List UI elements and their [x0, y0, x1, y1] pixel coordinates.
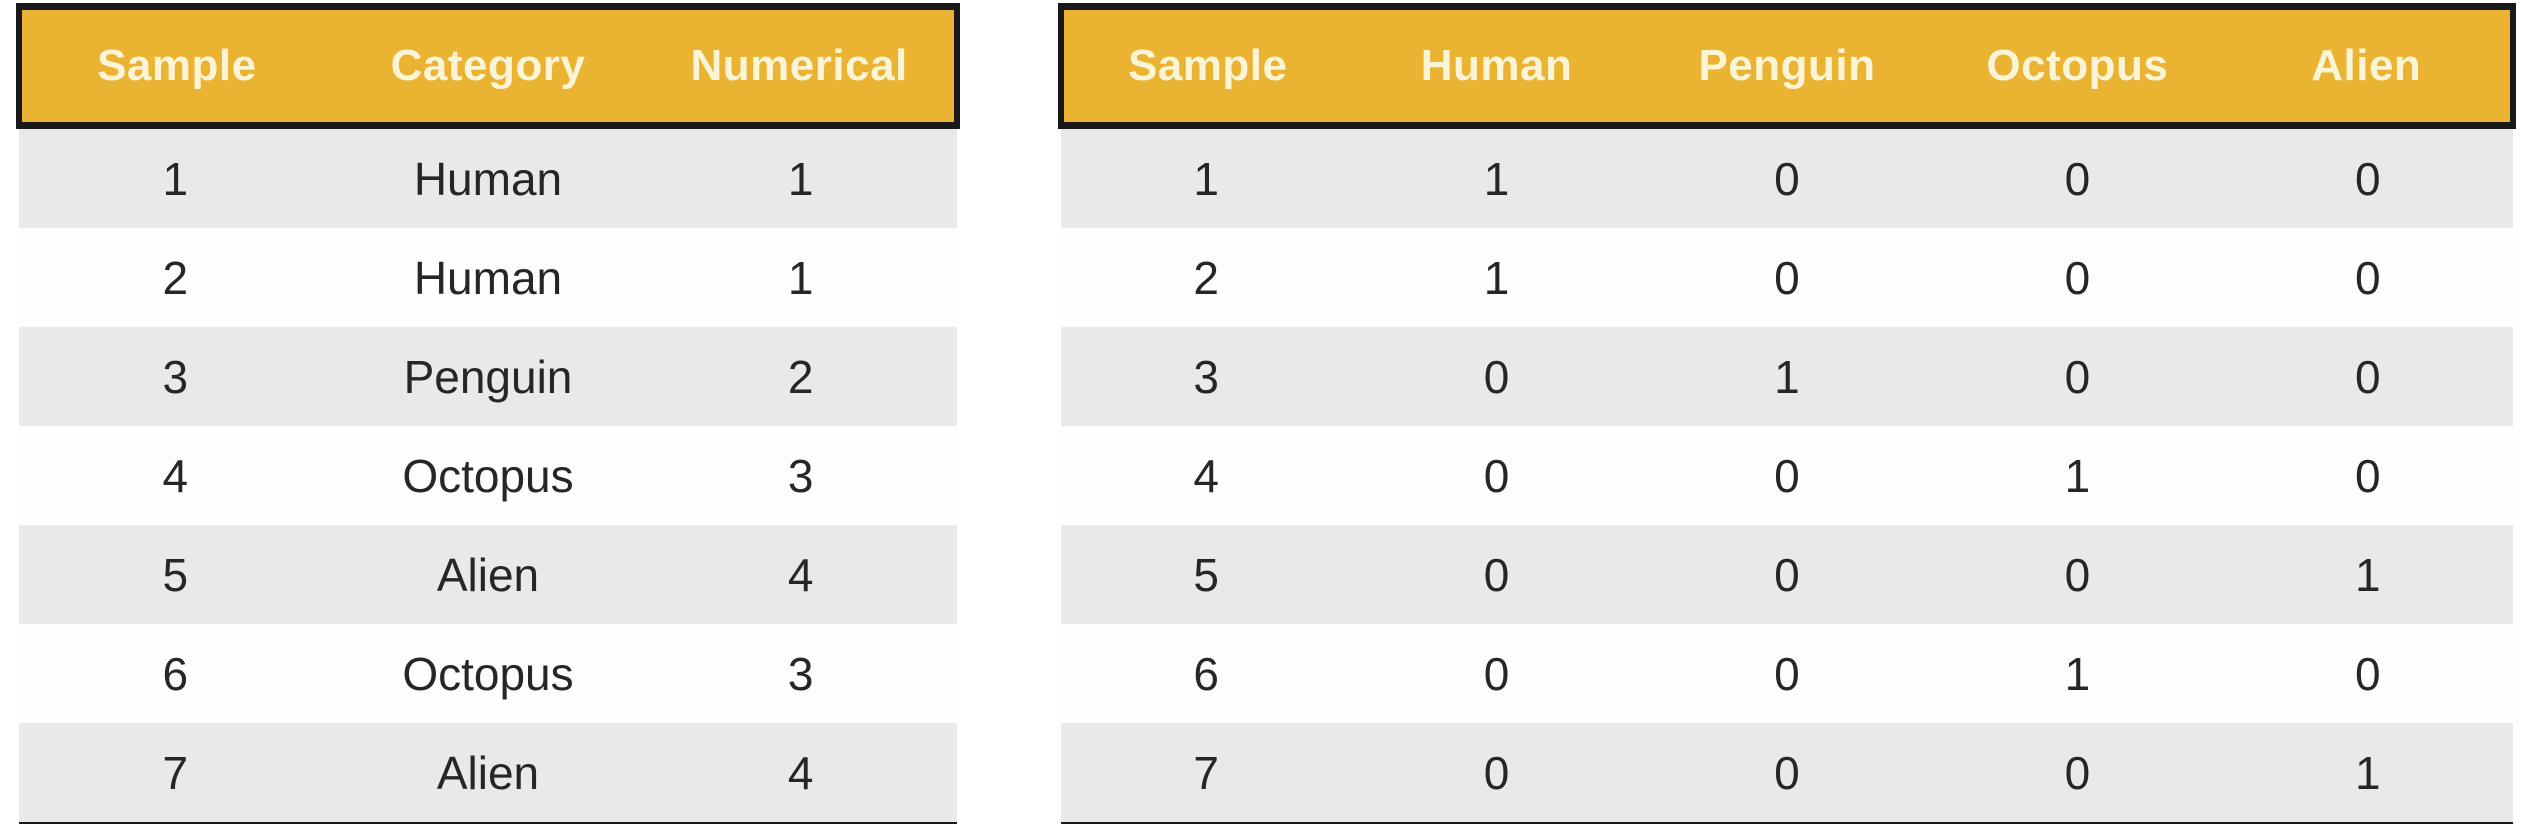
table-cell: 0 — [1774, 449, 1800, 502]
table-cell: 3 — [787, 449, 814, 502]
table-cell: 2 — [1193, 251, 1219, 304]
table-cell: 5 — [1193, 548, 1219, 601]
table-cell: 4 — [787, 548, 814, 601]
table-cell: 1 — [1193, 152, 1219, 205]
label-encoding-table-header: Sample Category Numerical — [16, 3, 960, 129]
table-cell: 0 — [2354, 449, 2381, 502]
table-cell: 0 — [1483, 350, 1510, 403]
table-row: 3 0 1 0 0 — [1061, 327, 2513, 426]
table-cell: Human — [413, 251, 563, 304]
table-cell: 1 — [162, 152, 189, 205]
column-header-penguin: Penguin — [1641, 3, 1933, 129]
label-encoding-table: Sample Category Numerical 1 Human 1 2 Human 1 3 P… — [16, 3, 960, 824]
column-header-sample: Sample — [1057, 3, 1352, 129]
column-header-category: Category — [331, 3, 645, 129]
one-hot-encoding-table: Sample Human Penguin Octopus Alien 1 1 0 0 0 2 1 0 0… — [1057, 3, 2517, 824]
table-cell: 0 — [2064, 251, 2091, 304]
table-row: 3 Penguin 2 — [19, 327, 957, 426]
table-row: 7 0 0 0 1 — [1061, 723, 2513, 824]
table-cell: 2 — [787, 350, 814, 403]
table-cell: 7 — [162, 746, 189, 799]
table-cell: 0 — [2354, 251, 2381, 304]
table-cell: 0 — [1483, 746, 1510, 799]
table-cell: 0 — [1774, 647, 1800, 700]
table-row: 7 Alien 4 — [19, 723, 957, 824]
table-cell: 0 — [1483, 647, 1510, 700]
table-cell: 0 — [2064, 548, 2091, 601]
table-cell: 1 — [2064, 647, 2091, 700]
table-cell: Octopus — [402, 647, 574, 700]
table-cell: 3 — [162, 350, 189, 403]
table-cell: 0 — [2354, 152, 2381, 205]
table-cell: 0 — [2064, 746, 2091, 799]
table-cell: 0 — [1774, 251, 1800, 304]
table-cell: Human — [413, 152, 563, 205]
table-cell: 1 — [787, 152, 814, 205]
table-cell: 1 — [787, 251, 814, 304]
one-hot-encoding-table-header: Sample Human Penguin Octopus Alien — [1057, 3, 2517, 129]
column-header-numerical: Numerical — [644, 3, 960, 129]
column-header-octopus: Octopus — [1932, 3, 2223, 129]
table-cell: 7 — [1193, 746, 1219, 799]
table-row: 2 1 0 0 0 — [1061, 228, 2513, 327]
table-cell: 5 — [162, 548, 189, 601]
table-cell: 1 — [2354, 548, 2381, 601]
table-cell: 1 — [1483, 251, 1510, 304]
column-header-sample: Sample — [16, 3, 332, 129]
table-cell: Alien — [436, 746, 540, 799]
table-cell: 3 — [1193, 350, 1219, 403]
table-row: 4 Octopus 3 — [19, 426, 957, 525]
table-cell: 0 — [1483, 548, 1510, 601]
table-cell: 0 — [1774, 548, 1800, 601]
table-cell: 1 — [2064, 449, 2091, 502]
table-row: 2 Human 1 — [19, 228, 957, 327]
table-row: 6 0 0 1 0 — [1061, 624, 2513, 723]
table-cell: 4 — [1193, 449, 1219, 502]
table-cell: 2 — [162, 251, 189, 304]
table-cell: 0 — [1774, 152, 1800, 205]
column-header-human: Human — [1351, 3, 1642, 129]
table-cell: 1 — [1774, 350, 1800, 403]
header-row: Sample Category Numerical — [16, 3, 960, 129]
table-cell: Octopus — [402, 449, 574, 502]
table-cell: Alien — [436, 548, 540, 601]
table-cell: 0 — [1483, 449, 1510, 502]
table-row: 1 Human 1 — [19, 125, 957, 228]
table-row: 1 1 0 0 0 — [1061, 125, 2513, 228]
header-row: Sample Human Penguin Octopus Alien — [1057, 3, 2517, 129]
column-header-alien: Alien — [2222, 3, 2517, 129]
table-cell: 0 — [2064, 152, 2091, 205]
table-cell: 4 — [787, 746, 814, 799]
table-cell: 0 — [1774, 746, 1800, 799]
table-cell: 6 — [162, 647, 189, 700]
table-row: 6 Octopus 3 — [19, 624, 957, 723]
table-cell: 1 — [1483, 152, 1510, 205]
table-cell: Penguin — [403, 350, 573, 403]
table-cell: 0 — [2354, 647, 2381, 700]
table-cell: 1 — [2354, 746, 2381, 799]
table-row: 5 Alien 4 — [19, 525, 957, 624]
table-cell: 0 — [2064, 350, 2091, 403]
table-cell: 0 — [2354, 350, 2381, 403]
table-row: 5 0 0 0 1 — [1061, 525, 2513, 624]
table-cell: 6 — [1193, 647, 1219, 700]
table-cell: 4 — [162, 449, 189, 502]
label-encoding-table-body: 1 Human 1 2 Human 1 3 Penguin 2 4 Octopus 3 5 Alien 4 6… — [19, 125, 957, 824]
table-cell: 3 — [787, 647, 814, 700]
table-row: 4 0 0 1 0 — [1061, 426, 2513, 525]
